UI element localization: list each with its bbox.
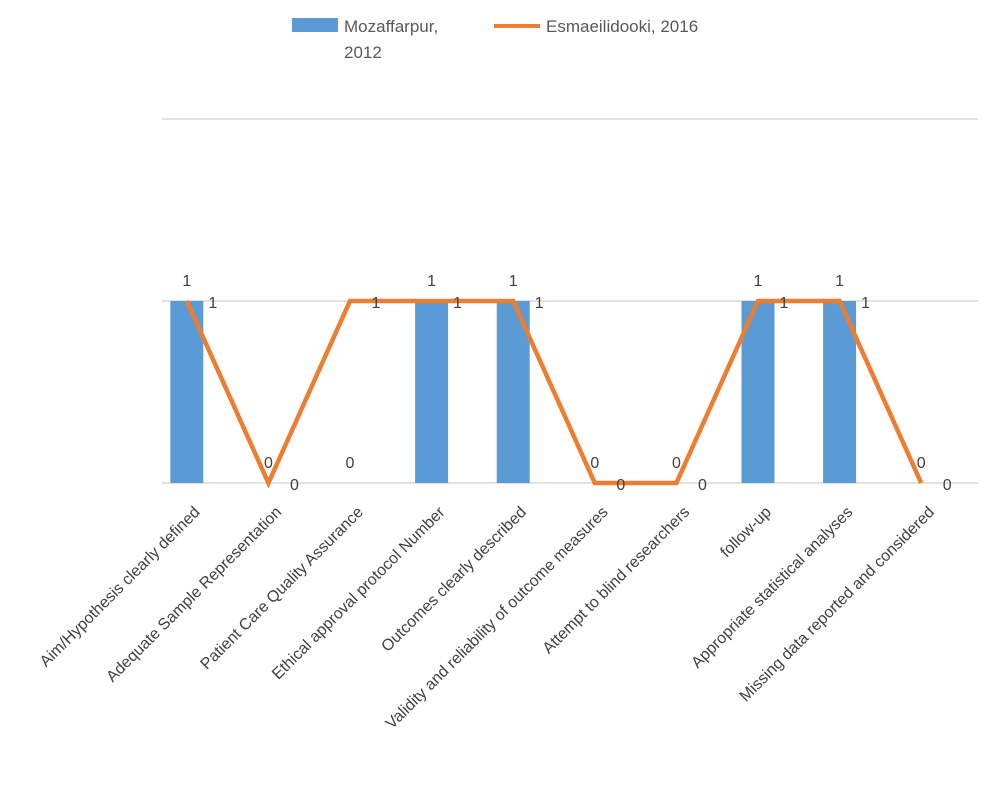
bar-data-label-8: 1 bbox=[835, 273, 844, 290]
bar-data-label-6: 0 bbox=[672, 455, 681, 472]
line-data-label-3: 1 bbox=[453, 295, 462, 312]
legend-label-series-1: Mozaffarpur, 2012 bbox=[344, 17, 439, 62]
bar-data-label-5: 0 bbox=[590, 455, 599, 472]
category-label-6: Attempt to blind researchers bbox=[540, 504, 694, 658]
bar-4 bbox=[496, 301, 530, 483]
category-label-8: Appropriate statistical analyses bbox=[688, 504, 856, 672]
bar-7 bbox=[741, 301, 775, 483]
line-data-label-2: 1 bbox=[372, 295, 381, 312]
line-data-label-8: 1 bbox=[861, 295, 870, 312]
legend-label-series-2: Esmaeilidooki, 2016 bbox=[546, 17, 699, 36]
category-label-7: follow-up bbox=[718, 504, 775, 561]
bar-data-label-1: 0 bbox=[264, 455, 273, 472]
bar-data-label-7: 1 bbox=[754, 273, 763, 290]
bar-0 bbox=[170, 301, 204, 483]
bar-data-label-0: 1 bbox=[182, 273, 191, 290]
series-line bbox=[184, 298, 924, 489]
legend-item-series-2: Esmaeilidooki, 2016 bbox=[494, 14, 698, 40]
bar-data-label-9: 0 bbox=[917, 455, 926, 472]
line-data-label-5: 0 bbox=[616, 477, 625, 494]
line-data-label-4: 1 bbox=[535, 295, 544, 312]
bar-data-label-2: 0 bbox=[346, 455, 355, 472]
line-data-label-1: 0 bbox=[290, 477, 299, 494]
category-label-4: Outcomes clearly described bbox=[378, 504, 530, 656]
bar-3 bbox=[415, 301, 449, 483]
bar-8 bbox=[823, 301, 857, 483]
category-label-2: Patient Care Quality Assurance bbox=[198, 504, 367, 673]
legend-swatch-line bbox=[494, 24, 540, 28]
bar-data-label-4: 1 bbox=[509, 273, 518, 290]
line-data-label-6: 0 bbox=[698, 477, 707, 494]
category-label-1: Adequate Sample Representation bbox=[103, 504, 285, 686]
line-data-label-9: 0 bbox=[943, 477, 952, 494]
legend: Mozaffarpur, 2012 Esmaeilidooki, 2016 bbox=[0, 10, 1000, 70]
category-label-3: Ethical approval protocol Number bbox=[269, 503, 449, 683]
category-label-0: Aim/Hypothesis clearly defined bbox=[37, 504, 204, 671]
legend-item-series-1: Mozaffarpur, 2012 bbox=[292, 14, 464, 66]
line-data-label-0: 1 bbox=[208, 295, 217, 312]
bar-data-label-3: 1 bbox=[427, 273, 436, 290]
line-data-label-7: 1 bbox=[780, 295, 789, 312]
legend-swatch-bar bbox=[292, 18, 338, 32]
